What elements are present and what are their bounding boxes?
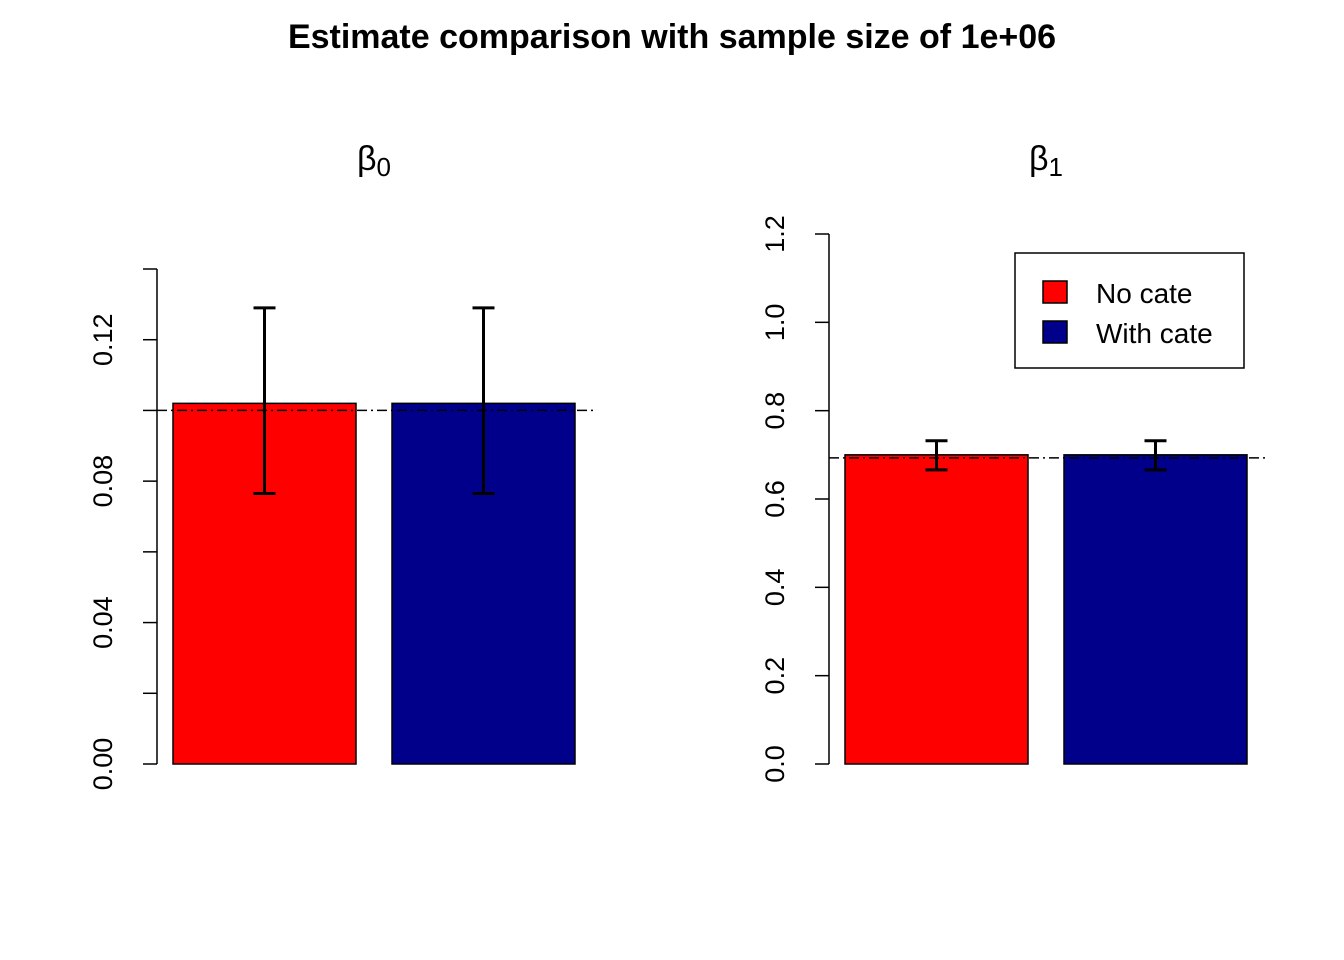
panel-beta0: β0 0.00 0.04 0.08 0.12	[88, 140, 594, 790]
y-tick-label: 0.8	[760, 392, 790, 430]
panel-title-subscript: 1	[1049, 152, 1063, 182]
panel-title: β0	[357, 140, 391, 182]
y-tick-label: 0.0	[760, 745, 790, 783]
y-tick-label: 0.2	[760, 657, 790, 695]
legend: No cate With cate	[1014, 252, 1245, 369]
bar-no-cate	[844, 454, 1029, 765]
legend-label: With cate	[1096, 318, 1213, 349]
panel-title-symbol: β	[357, 140, 377, 178]
panel-title: β1	[1029, 140, 1063, 182]
y-tick-label: 0.00	[88, 738, 118, 791]
y-tick-label: 1.2	[760, 215, 790, 253]
y-tick-label: 0.4	[760, 569, 790, 607]
error-bar	[1144, 439, 1167, 472]
error-bar	[253, 306, 276, 496]
panel-title-subscript: 0	[377, 152, 391, 182]
y-tick-label: 1.0	[760, 304, 790, 342]
panel-title-symbol: β	[1029, 140, 1049, 178]
legend-label: No cate	[1096, 278, 1193, 309]
y-tick-label: 0.12	[88, 313, 118, 366]
error-bar	[925, 439, 948, 472]
legend-swatch	[1042, 320, 1068, 344]
panel-beta1: β1 0.0 0.2 0.4 0.6 0.8 1.0 1.2 No cate With cate	[760, 140, 1266, 783]
bar-with-cate	[1063, 454, 1248, 765]
legend-box	[1014, 252, 1245, 369]
error-bar	[472, 306, 495, 496]
legend-swatch	[1042, 280, 1068, 304]
figure-title: Estimate comparison with sample size of …	[287, 18, 1057, 56]
y-tick-label: 0.08	[88, 455, 118, 508]
y-tick-label: 0.04	[88, 596, 118, 649]
y-tick-label: 0.6	[760, 480, 790, 518]
